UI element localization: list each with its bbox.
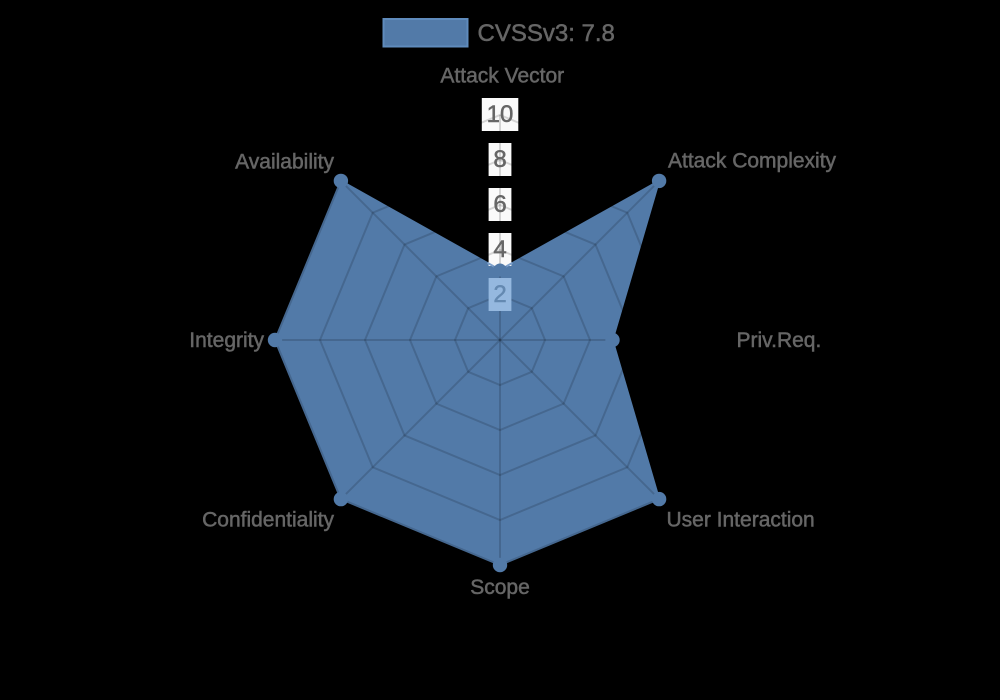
svg-text:2: 2: [493, 281, 506, 308]
svg-text:4: 4: [493, 236, 506, 263]
svg-text:CVSSv3: 7.8: CVSSv3: 7.8: [478, 20, 615, 47]
svg-text:6: 6: [493, 191, 506, 218]
svg-text:User Interaction: User Interaction: [667, 508, 815, 531]
svg-text:Attack Vector: Attack Vector: [440, 65, 564, 88]
svg-text:Attack Complexity: Attack Complexity: [668, 150, 837, 173]
svg-text:Priv.Req.: Priv.Req.: [737, 329, 822, 352]
svg-text:Integrity: Integrity: [189, 329, 264, 352]
svg-text:Scope: Scope: [470, 576, 530, 599]
svg-text:10: 10: [487, 101, 514, 128]
svg-text:Confidentiality: Confidentiality: [202, 509, 334, 532]
svg-text:Availability: Availability: [235, 151, 334, 174]
svg-text:8: 8: [493, 146, 506, 173]
